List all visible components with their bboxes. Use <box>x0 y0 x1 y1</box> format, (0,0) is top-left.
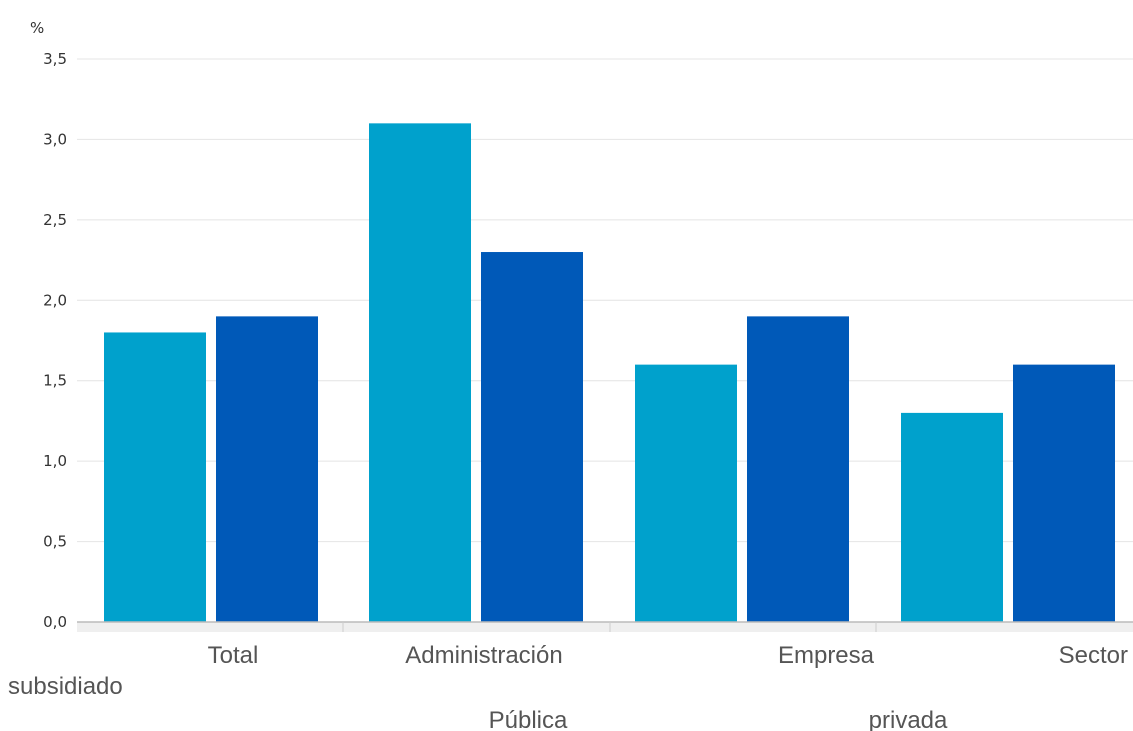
bar-2-1 <box>216 316 318 622</box>
y-tick-label: 2,0 <box>43 291 67 309</box>
y-tick-label: 0,0 <box>43 613 67 631</box>
y-axis-unit-label: % <box>30 19 44 37</box>
bars <box>104 123 1115 622</box>
category-label-administracion-line2: Pública <box>489 707 568 731</box>
category-label-administracion-line1: Administración <box>405 642 562 669</box>
x-axis-band <box>77 622 1133 632</box>
bar-2-4 <box>1013 364 1115 622</box>
category-label-total: Total <box>208 642 259 669</box>
bar-2-2 <box>481 252 583 622</box>
category-separators <box>342 622 877 632</box>
y-tick-label: 0,5 <box>43 533 67 551</box>
category-label-empresa-line1: Empresa <box>778 642 875 669</box>
category-label-sector-line2: subsidiado <box>8 673 123 700</box>
y-tick-label: 2,5 <box>43 211 67 229</box>
y-tick-label: 1,5 <box>43 372 67 390</box>
y-axis-ticks: 0,0 0,5 1,0 1,5 2,0 2,5 3,0 3,5 <box>43 50 67 631</box>
bar-1-4 <box>901 412 1003 622</box>
bar-1-2 <box>369 123 471 622</box>
bar-1-3 <box>635 364 737 622</box>
category-label-sector-line1: Sector <box>1059 642 1128 669</box>
bar-1-1 <box>104 332 206 622</box>
y-tick-label: 3,0 <box>43 130 67 148</box>
category-label-empresa-line2: privada <box>869 707 948 731</box>
y-tick-label: 1,0 <box>43 452 67 470</box>
y-tick-label: 3,5 <box>43 50 67 68</box>
bar-2-3 <box>747 316 849 622</box>
